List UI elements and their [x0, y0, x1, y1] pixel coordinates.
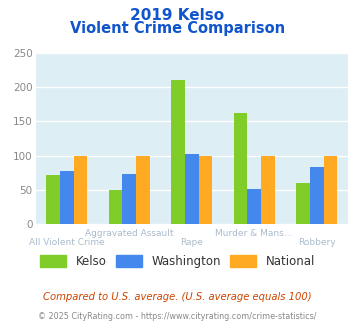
Bar: [296, 183, 310, 224]
Bar: [46, 175, 60, 224]
Bar: [247, 189, 261, 224]
Bar: [198, 156, 212, 224]
Text: Violent Crime Comparison: Violent Crime Comparison: [70, 21, 285, 36]
Bar: [73, 156, 87, 224]
Text: © 2025 CityRating.com - https://www.cityrating.com/crime-statistics/: © 2025 CityRating.com - https://www.city…: [38, 312, 317, 321]
Text: Aggravated Assault: Aggravated Assault: [85, 229, 174, 238]
Text: Murder & Mans...: Murder & Mans...: [215, 229, 293, 238]
Text: Rape: Rape: [180, 238, 203, 247]
Text: 2019 Kelso: 2019 Kelso: [130, 8, 225, 23]
Text: All Violent Crime: All Violent Crime: [29, 238, 105, 247]
Bar: [60, 171, 73, 224]
Bar: [122, 174, 136, 224]
Text: Robbery: Robbery: [298, 238, 335, 247]
Bar: [171, 80, 185, 224]
Bar: [136, 156, 150, 224]
Bar: [310, 167, 323, 224]
Bar: [234, 113, 247, 224]
Bar: [109, 190, 122, 224]
Text: Compared to U.S. average. (U.S. average equals 100): Compared to U.S. average. (U.S. average …: [43, 292, 312, 302]
Bar: [261, 156, 275, 224]
Bar: [323, 156, 337, 224]
Legend: Kelso, Washington, National: Kelso, Washington, National: [40, 255, 315, 268]
Bar: [185, 154, 198, 224]
